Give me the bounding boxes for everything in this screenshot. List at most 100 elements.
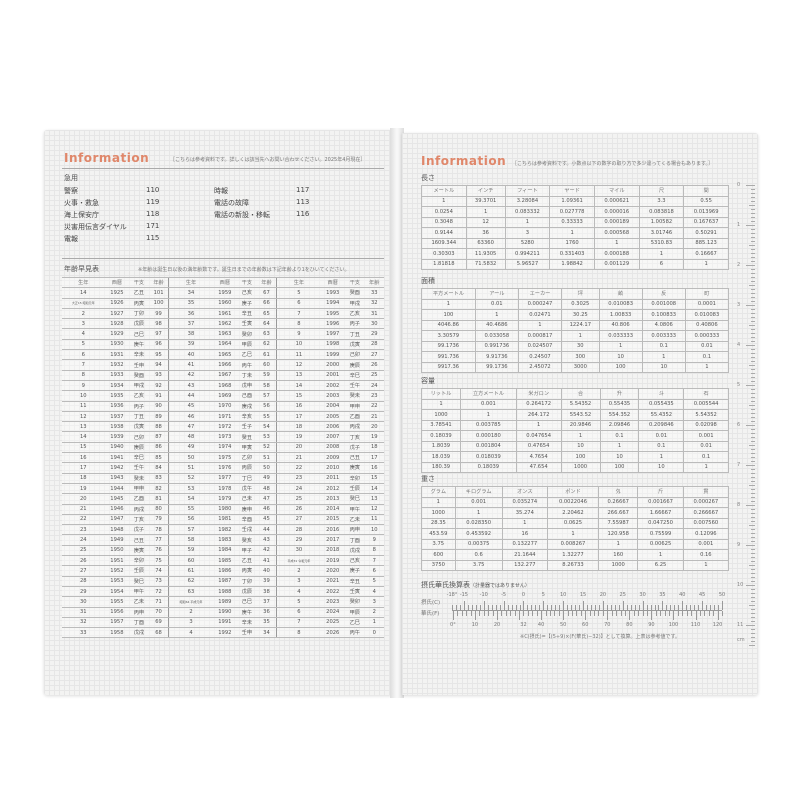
fahrenheit-tick [629,611,631,620]
age-cell: 19 [364,431,384,443]
table-row: 28 1953 癸巳 73 62 1987 丁卯 39 3 2021 辛丑 5 [62,575,384,587]
ruler-tick [751,569,755,570]
column-header: 年齢 [256,276,277,289]
fahrenheit-tick [717,611,719,620]
table-cell: 55.4352 [638,409,685,421]
age-cell: 1966 [212,359,238,371]
table-cell: 0.024507 [517,340,563,352]
age-cell: 47 [256,493,277,505]
fahrenheit-tick [589,611,591,616]
fahrenheit-tick [549,611,551,616]
table-cell: 180.39 [421,461,461,473]
ruler-tick [746,345,755,346]
age-cell: 54 [168,493,213,505]
fahrenheit-tick [505,611,507,616]
age-cell: 49 [168,441,213,454]
ruler-tick [751,209,755,210]
age-cell: 丁卯 [237,575,257,587]
age-cell: 甲寅 [237,441,257,454]
header-row: 平方メートル アール エーカー坪畝反町 [421,288,730,300]
column-header: 生年 [168,276,213,289]
age-cell: 52 [168,472,213,484]
column-header: インチ [465,185,506,197]
age-cell: 11 [276,349,321,361]
right-title: Information [421,154,507,168]
age-cell: 丁亥 [129,513,149,526]
age-cell: 丙午 [345,627,365,639]
age-cell: 91 [148,390,169,402]
table-cell: 1000 [560,461,601,473]
celsius-tick [555,605,557,610]
age-cell: 31 [62,606,105,618]
fahrenheit-tick [457,611,459,616]
age-cell: 丁酉 [129,616,149,629]
age-cell: 癸亥 [237,534,257,546]
age-cell: 2002 [320,379,346,392]
table-row: 3 1928 戊辰 98 37 1962 壬寅 64 8 1996 丙子 30 [62,318,384,330]
age-cell: 12 [62,410,105,423]
table-cell: 3.3 [638,195,685,207]
celsius-tick [452,605,453,610]
ruler-tick [751,401,755,402]
fahrenheit-tick-label: 90 [648,622,655,628]
table-cell: 0.33333 [549,216,595,228]
table-cell: 3.01746 [638,227,685,239]
age-cell: 20 [364,421,384,433]
table-cell: 0.033333 [598,330,643,342]
age-cell: 35 [168,297,213,309]
fahrenheit-tick-label: 0° [450,622,456,628]
age-cell: 45 [168,400,213,412]
age-cell: 庚午 [237,606,257,618]
table-cell: 5280 [504,237,551,249]
age-cell: 45 [256,513,277,526]
ruler-label: 8 [737,502,741,508]
ruler-tick [751,613,755,614]
ruler-tick [751,353,755,354]
age-cell: 59 [168,544,213,557]
table-cell: 5543.52 [560,409,601,421]
table-cell: 1000 [421,507,456,519]
table-cell: 0.000180 [459,430,517,442]
table-cell: 1.98842 [549,258,595,270]
fahrenheit-tick [510,611,512,616]
table-cell: 1 [684,361,730,373]
table-cell: 2.20462 [546,507,600,519]
age-cell: 1 [364,616,384,629]
age-cell: 1965 [212,349,238,361]
age-cell: 2023 [320,596,346,608]
age-cell: 37 [256,596,277,608]
ruler-tick [751,541,755,542]
age-cell: 乙亥 [345,307,365,320]
celsius-tick [630,605,632,610]
table-cell: 0.55 [683,195,729,207]
age-cell: 1931 [104,349,130,361]
ruler-tick [751,301,755,302]
age-cell: 辛卯 [345,472,365,484]
table-cell: 0.9144 [421,227,467,239]
ruler-tick [751,477,755,478]
age-cell: 癸未 [129,472,149,484]
emergency-number: 115 [146,234,160,242]
age-cell: 昭和64 平成元年 [168,596,213,608]
emergency-list-2: 時報 117 電話の故障 113 電話の新設・移転 116 [214,186,366,220]
table-row: 15 1940 庚辰 86 49 1974 甲寅 52 20 2008 戊子 18 [62,441,384,454]
age-cell: 50 [168,452,213,464]
age-cell: 1969 [212,390,238,402]
age-cell: 52 [256,441,277,454]
age-cell: 辛丑 [237,307,257,320]
ruler-tick [751,329,755,330]
table-row: 3.75 0.00375 0.132277 0.008267 1 0.00625 0.001 [421,538,730,550]
age-cell: 戊寅 [129,421,149,433]
age-cell: 73 [148,575,169,587]
age-cell: 甲子 [237,544,257,557]
table-cell: 0.3025 [561,298,600,310]
celsius-tick [487,605,489,610]
table-row: 0.9144 36 3 1 0.000568 3.01746 0.50291 [421,227,729,239]
age-cell: 丁酉 [345,534,365,546]
age-cell: 3 [168,616,213,629]
celsius-tick [634,605,636,610]
age-cell: 1951 [104,555,130,567]
ruler-tick [751,193,755,194]
age-cell: 27 [276,513,321,526]
age-cell: 51 [168,462,213,474]
